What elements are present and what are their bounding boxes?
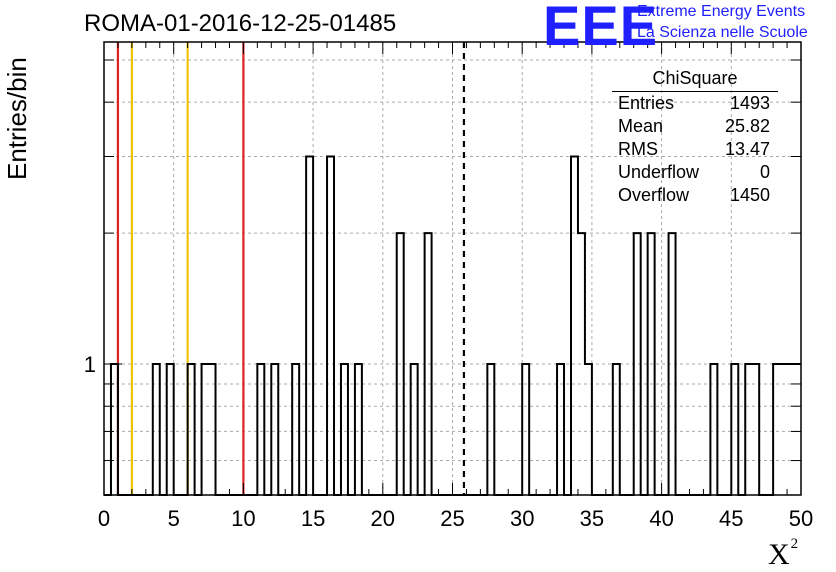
stats-value: 13.47 <box>724 139 770 159</box>
histogram-bar <box>745 364 752 495</box>
logo-line-1: Extreme Energy Events <box>637 3 806 20</box>
histogram-bar <box>355 364 362 495</box>
stats-label: Underflow <box>618 162 700 182</box>
histogram-bar <box>487 364 494 495</box>
stats-value: 1493 <box>729 93 770 113</box>
stats-value: 1450 <box>729 185 770 205</box>
stats-label: Entries <box>618 93 675 113</box>
x-tick-label: 25 <box>440 506 464 531</box>
eee-logo: EEE <box>543 0 659 57</box>
x-tick-label: 35 <box>580 506 604 531</box>
x-tick-labels: 0 5 10 15 20 25 30 35 40 45 50 <box>98 506 813 531</box>
stats-value: 0 <box>759 162 770 182</box>
stats-row-rms: RMS 13.47 <box>612 138 778 161</box>
stats-value: 25.82 <box>724 116 770 136</box>
x-tick-label: 15 <box>301 506 325 531</box>
x-tick-label: 20 <box>371 506 395 531</box>
histogram-bar <box>257 364 264 495</box>
x-tick-label: 30 <box>510 506 534 531</box>
stats-label: Overflow <box>618 185 690 205</box>
histogram-bar <box>585 364 592 495</box>
stats-title: ChiSquare <box>612 68 778 92</box>
histogram-bar <box>710 364 717 495</box>
x-tick-label: 10 <box>231 506 255 531</box>
histogram-bar <box>634 233 641 495</box>
histogram-bar <box>271 364 278 495</box>
histogram-bar <box>167 364 174 495</box>
stats-label: RMS <box>618 139 658 159</box>
histogram-bar <box>773 364 780 495</box>
y-tick-label: 1 <box>84 352 96 377</box>
histogram-bar <box>731 364 738 495</box>
histogram-bar <box>752 364 759 495</box>
stats-row-overflow: Overflow 1450 <box>612 184 778 207</box>
histogram-bar <box>153 364 160 495</box>
histogram-bar <box>411 364 418 495</box>
stats-row-entries: Entries 1493 <box>612 92 778 115</box>
stats-rows: Entries 1493 Mean 25.82 RMS 13.47 Underflow 0 Ov… <box>612 92 778 207</box>
histogram-bins <box>111 157 801 495</box>
histogram-bar <box>648 233 655 495</box>
x-tick-label: 5 <box>168 506 180 531</box>
histogram-bar <box>557 364 564 495</box>
axis-ticks <box>103 42 802 495</box>
histogram-bar <box>188 364 195 495</box>
histogram-bar <box>780 364 787 495</box>
chart-title: ROMA-01-2016-12-25-01485 <box>84 10 397 37</box>
stats-row-underflow: Underflow 0 <box>612 161 778 184</box>
stats-row-mean: Mean 25.82 <box>612 115 778 138</box>
stats-box: ChiSquare Entries 1493 Mean 25.82 RMS 13.47 Un… <box>612 68 778 207</box>
y-tick-labels: 1 <box>84 352 96 377</box>
histogram-bar <box>669 233 676 495</box>
x-tick-label: 40 <box>649 506 673 531</box>
histogram-bar <box>292 364 299 495</box>
x-axis-label-text: X <box>768 538 790 571</box>
histogram-bar <box>202 364 209 495</box>
x-tick-label: 45 <box>719 506 743 531</box>
y-axis-label: Entries/bin <box>2 57 32 180</box>
x-tick-label: 0 <box>98 506 110 531</box>
logo-line-2: La Scienza nelle Scuole <box>637 24 808 41</box>
histogram-bar <box>425 233 432 495</box>
histogram-bar <box>578 233 585 495</box>
histogram-bar <box>522 364 529 495</box>
histogram-bar <box>613 364 620 495</box>
stats-label: Mean <box>618 116 664 136</box>
histogram-bar <box>327 157 334 495</box>
histogram-bar <box>306 157 313 495</box>
grid-lines <box>104 42 801 495</box>
histogram-bar <box>571 157 578 495</box>
histogram-bar <box>209 364 216 495</box>
x-tick-label: 50 <box>789 506 813 531</box>
x-axis-label-superscript: 2 <box>790 536 799 552</box>
x-axis-label: X2 <box>768 536 798 572</box>
histogram-bar <box>341 364 348 495</box>
histogram-bar <box>397 233 404 495</box>
